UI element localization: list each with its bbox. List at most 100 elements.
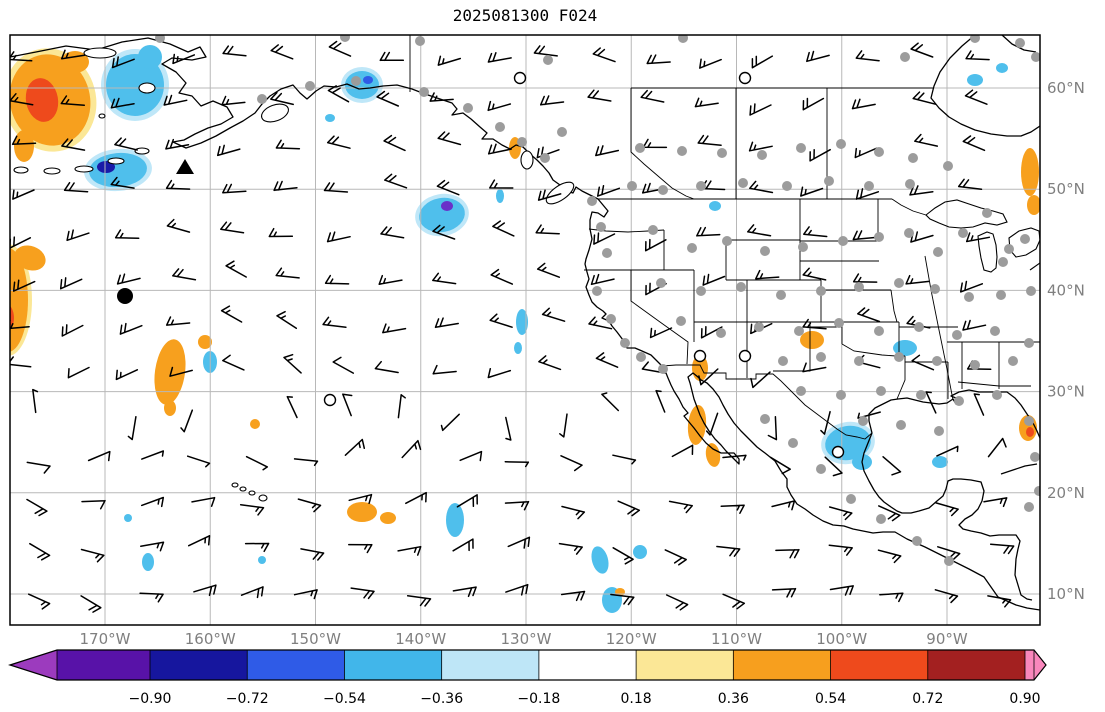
station-dot	[836, 390, 846, 400]
wind-barb	[452, 586, 477, 598]
wind-barb	[504, 461, 530, 468]
wind-barb	[964, 89, 988, 105]
station-dot	[696, 181, 706, 191]
wind-barb	[879, 592, 904, 603]
wind-barb	[601, 392, 620, 412]
wind-barb	[244, 542, 270, 553]
island-outline	[13, 166, 29, 174]
station-dot	[717, 148, 727, 158]
station-dot	[716, 328, 726, 338]
wind-barb	[533, 45, 558, 57]
wind-barb	[595, 352, 619, 368]
wind-barb	[487, 143, 512, 155]
anomaly-patch	[996, 63, 1008, 73]
wind-barb	[539, 95, 565, 106]
geography-layer	[10, 35, 1040, 611]
anomaly-patch	[138, 45, 162, 69]
wind-barb	[80, 548, 105, 563]
wind-barb	[172, 53, 196, 65]
colorbar-arrow-high	[1025, 650, 1046, 680]
wind-barb	[820, 410, 831, 435]
anomaly-patch	[97, 161, 115, 173]
station-dot	[914, 322, 924, 332]
wind-barb	[769, 456, 791, 475]
anomaly-patch	[164, 400, 176, 416]
wind-barb	[221, 95, 246, 106]
wind-barb	[561, 505, 586, 520]
station-dot	[816, 464, 826, 474]
lon-tick-label: 160°W	[185, 630, 236, 648]
stations-layer	[117, 35, 1040, 566]
station-dot	[757, 150, 767, 160]
wind-barb	[767, 415, 778, 441]
wind-barb	[910, 42, 934, 58]
wind-barb	[857, 307, 881, 323]
colorbar-tick-label: 0.18	[621, 691, 652, 707]
wind-barb	[655, 389, 666, 413]
station-dot	[1031, 52, 1040, 62]
wind-barb	[59, 277, 83, 290]
station-dot	[778, 356, 788, 366]
station-dot	[596, 222, 606, 232]
figure-title: 2025081300 F024	[453, 6, 598, 25]
colorbar-segment	[636, 650, 734, 680]
wind-barb	[824, 456, 843, 477]
border-line	[687, 364, 873, 440]
wind-barb	[492, 220, 515, 237]
wind-barb	[432, 364, 457, 375]
wind-barb	[668, 500, 693, 514]
wind-barb	[664, 549, 687, 566]
island-outline	[231, 482, 239, 488]
open-circle-marker	[513, 71, 527, 85]
island-outline	[83, 47, 117, 59]
wind-barb	[855, 50, 880, 62]
colorbar-segment	[927, 650, 1025, 680]
wind-barb	[63, 181, 89, 193]
wind-barb	[165, 316, 191, 326]
wind-barb	[749, 180, 774, 194]
wind-barb	[437, 55, 462, 66]
colorbar-segment	[150, 650, 248, 680]
wind-barb	[452, 538, 474, 552]
wind-barb	[166, 218, 191, 233]
wind-barb	[350, 587, 375, 600]
station-dot	[838, 236, 848, 246]
station-dot	[495, 122, 505, 132]
wind-barb	[187, 535, 211, 547]
station-dot	[776, 290, 786, 300]
wind-barb	[165, 179, 191, 190]
wind-barb	[401, 439, 422, 459]
station-dot	[932, 356, 942, 366]
wind-barb	[141, 450, 165, 460]
wind-barb	[165, 138, 190, 150]
wind-barb	[10, 51, 33, 62]
station-dot	[796, 143, 806, 153]
station-dot	[517, 137, 527, 147]
colorbar-arrow-low	[10, 650, 57, 680]
station-dot	[1024, 338, 1034, 348]
anomaly-patch	[446, 503, 464, 537]
wind-barb	[593, 232, 616, 245]
coastline	[10, 37, 1040, 611]
station-dot	[876, 514, 886, 524]
open-circle-marker	[693, 349, 707, 363]
station-dot	[834, 318, 844, 328]
station-dot	[854, 282, 864, 292]
wind-barb	[220, 221, 245, 234]
wind-barb	[440, 413, 460, 432]
wind-barb	[323, 182, 349, 193]
station-dot	[970, 35, 980, 43]
wind-barb	[332, 356, 355, 374]
wind-barb	[220, 305, 243, 323]
station-dot	[722, 236, 732, 246]
wind-barb	[878, 505, 901, 522]
wind-barb	[642, 138, 668, 149]
wind-barb	[286, 395, 298, 419]
wind-barb	[911, 354, 935, 371]
wind-barb	[127, 416, 137, 441]
anomaly-patch	[258, 556, 266, 564]
station-dot	[836, 139, 846, 149]
wind-barb	[696, 226, 721, 237]
